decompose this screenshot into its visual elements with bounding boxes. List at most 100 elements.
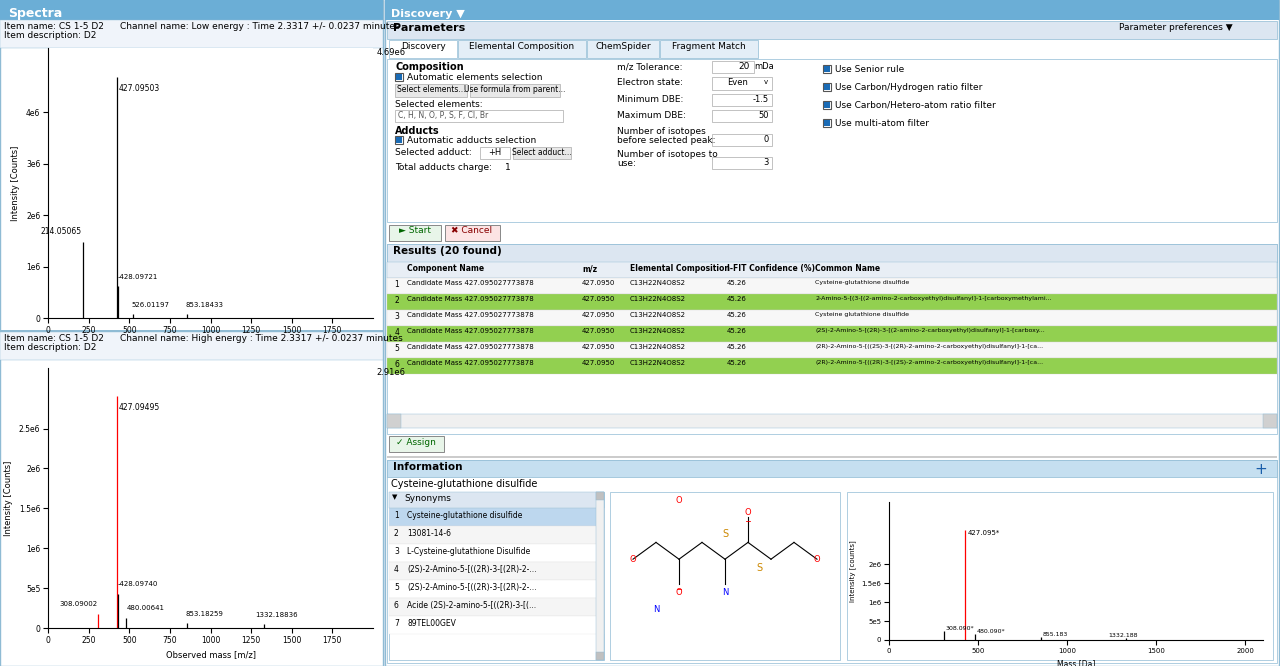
Bar bbox=[389, 436, 444, 452]
Bar bbox=[389, 526, 604, 544]
Text: 45.26: 45.26 bbox=[727, 360, 746, 366]
Text: use:: use: bbox=[617, 159, 636, 168]
Text: C13H22N4O8S2: C13H22N4O8S2 bbox=[630, 280, 686, 286]
Text: 480.090*: 480.090* bbox=[977, 629, 1005, 635]
Text: Acide (2S)-2-amino-5-[((2R)-3-[(...: Acide (2S)-2-amino-5-[((2R)-3-[(... bbox=[407, 601, 536, 610]
Y-axis label: Intensity [counts]: Intensity [counts] bbox=[849, 540, 856, 602]
Bar bbox=[387, 244, 1277, 262]
Bar bbox=[445, 225, 500, 241]
Text: Information: Information bbox=[393, 462, 462, 472]
Text: Even: Even bbox=[727, 78, 748, 87]
Text: ▼: ▼ bbox=[392, 494, 397, 500]
Text: Cysteine-glutathione disulfide: Cysteine-glutathione disulfide bbox=[407, 511, 522, 520]
Text: C, H, N, O, P, S, F, Cl, Br: C, H, N, O, P, S, F, Cl, Br bbox=[398, 111, 488, 120]
Bar bbox=[389, 492, 604, 508]
Text: Results (20 found): Results (20 found) bbox=[393, 246, 502, 256]
Text: 4.69e6: 4.69e6 bbox=[376, 48, 406, 57]
Bar bbox=[389, 40, 457, 58]
Bar bbox=[389, 225, 442, 241]
Bar bbox=[712, 77, 772, 90]
Text: 45.26: 45.26 bbox=[727, 344, 746, 350]
Text: Cysteine-glutathione disulfide: Cysteine-glutathione disulfide bbox=[815, 280, 909, 285]
Text: ✖ Cancel: ✖ Cancel bbox=[452, 226, 493, 235]
Text: Item name: CS 1-5 D2: Item name: CS 1-5 D2 bbox=[4, 334, 104, 343]
Text: 2.91e6: 2.91e6 bbox=[376, 368, 406, 377]
Text: Elemental Composition: Elemental Composition bbox=[470, 42, 575, 51]
Text: Candidate Mass 427.095027773878: Candidate Mass 427.095027773878 bbox=[407, 312, 534, 318]
Text: O: O bbox=[630, 555, 636, 563]
Bar bbox=[596, 652, 604, 660]
Text: ✓ Assign: ✓ Assign bbox=[396, 438, 436, 447]
Bar bbox=[396, 84, 467, 97]
Bar bbox=[470, 84, 561, 97]
X-axis label: Observed mass [m/z]: Observed mass [m/z] bbox=[165, 650, 256, 659]
Bar bbox=[0, 0, 383, 20]
Text: 3: 3 bbox=[394, 312, 399, 321]
Text: 5: 5 bbox=[394, 583, 399, 592]
Text: m/z: m/z bbox=[582, 264, 598, 273]
Bar bbox=[596, 492, 604, 660]
Text: ChemSpider: ChemSpider bbox=[595, 42, 650, 51]
Text: O: O bbox=[676, 496, 682, 505]
Bar bbox=[824, 66, 829, 72]
Text: Candidate Mass 427.095027773878: Candidate Mass 427.095027773878 bbox=[407, 344, 534, 350]
Text: mDa: mDa bbox=[754, 62, 773, 71]
Text: L-Cysteine-glutathione Disulfide: L-Cysteine-glutathione Disulfide bbox=[407, 547, 530, 556]
Text: Total adducts charge:: Total adducts charge: bbox=[396, 163, 492, 172]
Bar bbox=[396, 110, 563, 122]
Bar bbox=[389, 544, 604, 562]
Text: 89TEL00GEV: 89TEL00GEV bbox=[407, 619, 456, 628]
Text: -428.09740: -428.09740 bbox=[118, 581, 159, 587]
Bar bbox=[588, 40, 659, 58]
Bar bbox=[712, 61, 754, 73]
Text: 480.00641: 480.00641 bbox=[127, 605, 165, 611]
Text: 13081-14-6: 13081-14-6 bbox=[407, 529, 451, 538]
Bar bbox=[823, 119, 831, 127]
Bar bbox=[0, 330, 383, 332]
Text: 427.0950: 427.0950 bbox=[582, 296, 616, 302]
Text: Composition: Composition bbox=[396, 62, 463, 72]
Text: Candidate Mass 427.095027773878: Candidate Mass 427.095027773878 bbox=[407, 328, 534, 334]
Text: 6: 6 bbox=[394, 601, 399, 610]
Text: Number of isotopes: Number of isotopes bbox=[617, 127, 705, 136]
Bar bbox=[389, 616, 604, 634]
Text: N: N bbox=[653, 605, 659, 614]
Text: Automatic adducts selection: Automatic adducts selection bbox=[407, 136, 536, 145]
Bar bbox=[387, 460, 1277, 477]
Y-axis label: Intensity [Counts]: Intensity [Counts] bbox=[4, 460, 13, 535]
Text: Discovery: Discovery bbox=[401, 42, 445, 51]
Bar bbox=[458, 40, 586, 58]
Text: Electron state:: Electron state: bbox=[617, 78, 684, 87]
Y-axis label: Intensity [Counts]: Intensity [Counts] bbox=[12, 145, 20, 220]
Text: 45.26: 45.26 bbox=[727, 280, 746, 286]
Bar bbox=[823, 83, 831, 91]
Bar bbox=[712, 110, 772, 122]
Text: C13H22N4O8S2: C13H22N4O8S2 bbox=[630, 312, 686, 318]
Text: 1: 1 bbox=[394, 511, 399, 520]
Text: S: S bbox=[756, 563, 763, 573]
Text: (2S)-2-Amino-5-[((2R)-3-[(2R)-2-...: (2S)-2-Amino-5-[((2R)-3-[(2R)-2-... bbox=[407, 565, 536, 574]
Text: ► Start: ► Start bbox=[399, 226, 431, 235]
Text: 45.26: 45.26 bbox=[727, 328, 746, 334]
Bar bbox=[389, 580, 604, 598]
Bar bbox=[389, 508, 604, 526]
Text: 50: 50 bbox=[759, 111, 769, 120]
Bar bbox=[0, 0, 383, 666]
Text: O: O bbox=[676, 588, 682, 597]
Text: 2: 2 bbox=[394, 529, 399, 538]
Bar bbox=[389, 598, 604, 616]
Text: 526.01197: 526.01197 bbox=[132, 302, 170, 308]
Text: Use Senior rule: Use Senior rule bbox=[835, 65, 904, 74]
Text: Parameters: Parameters bbox=[393, 23, 465, 33]
Bar bbox=[824, 120, 829, 126]
Text: Component Name: Component Name bbox=[407, 264, 484, 273]
Text: Use Carbon/Hetero-atom ratio filter: Use Carbon/Hetero-atom ratio filter bbox=[835, 101, 996, 110]
Bar bbox=[387, 21, 1277, 39]
Text: 427.095*: 427.095* bbox=[968, 529, 1000, 535]
Text: Select elements...: Select elements... bbox=[397, 85, 465, 94]
Text: (2S)-2-Amino-5-[((2R)-3-[(2R)-2-...: (2S)-2-Amino-5-[((2R)-3-[(2R)-2-... bbox=[407, 583, 536, 592]
Bar bbox=[0, 20, 383, 48]
Bar bbox=[824, 102, 829, 108]
Text: Automatic elements selection: Automatic elements selection bbox=[407, 73, 543, 82]
Bar bbox=[596, 492, 604, 500]
